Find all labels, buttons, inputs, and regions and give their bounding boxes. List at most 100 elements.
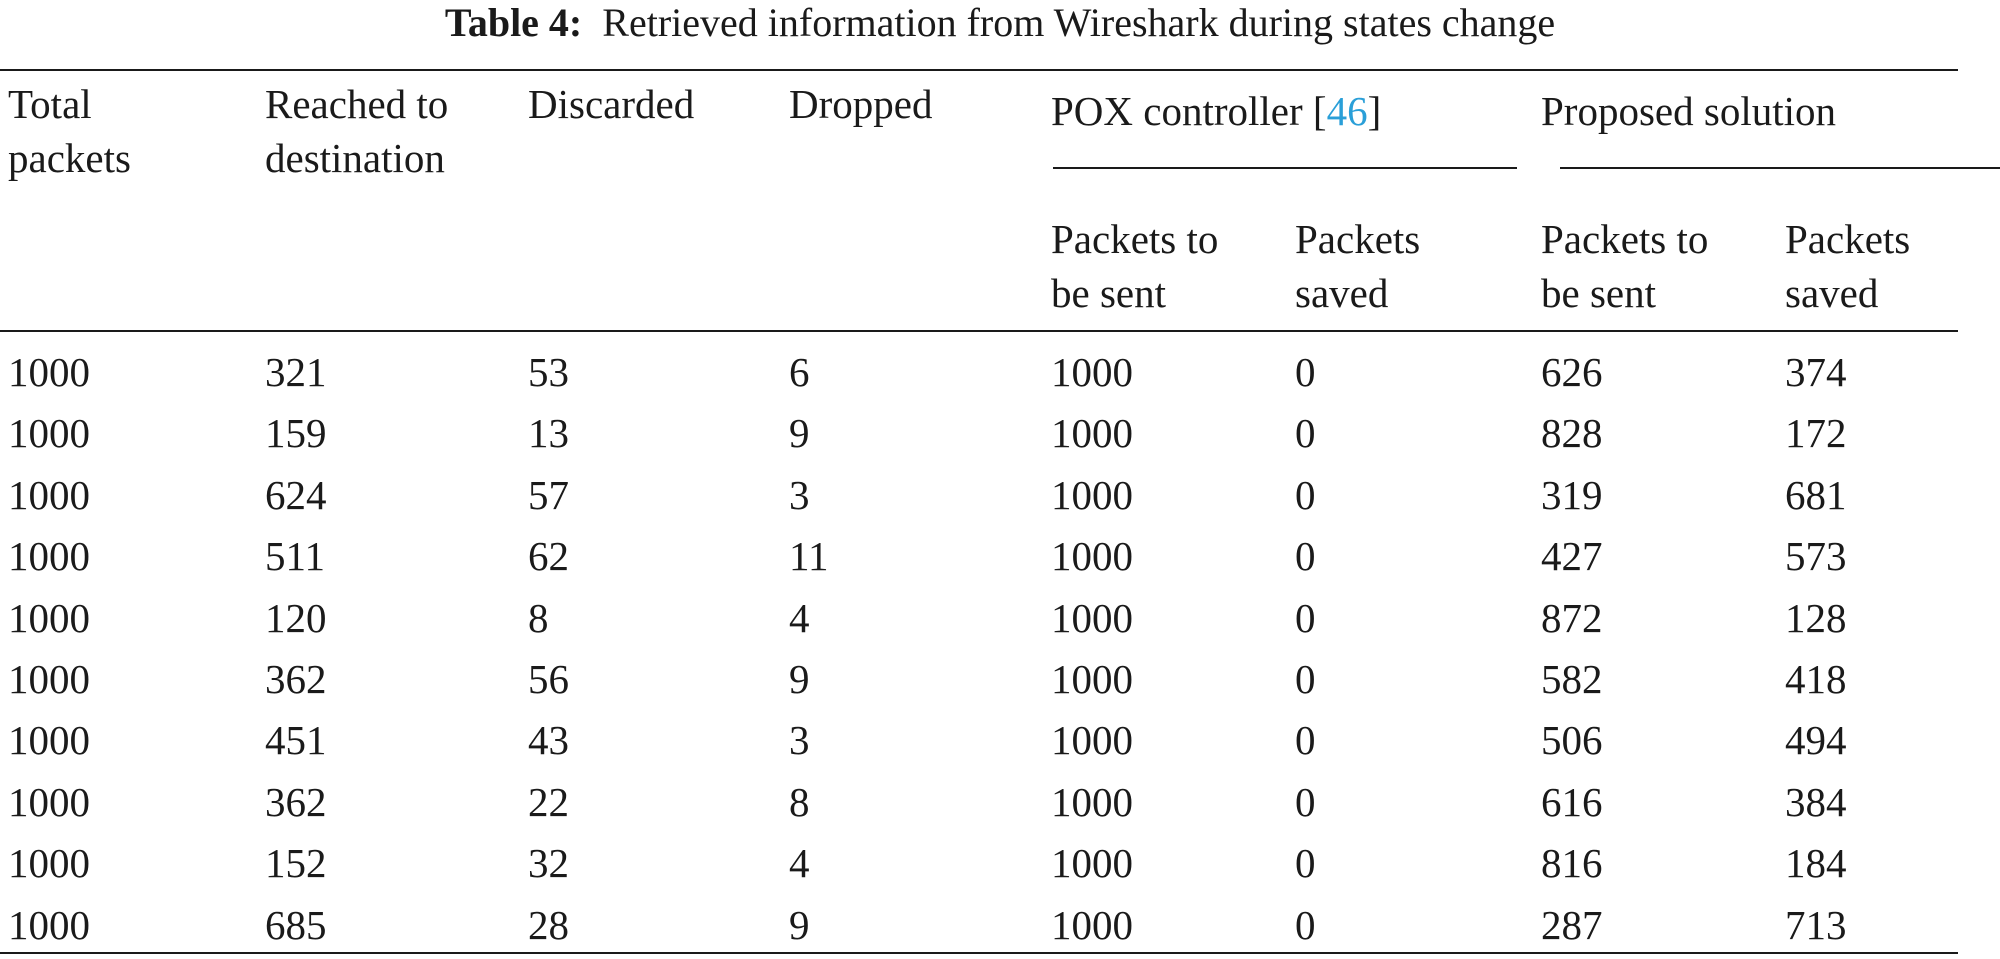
header-discarded: Discarded	[528, 81, 695, 127]
cell-pox-sent: 1000	[1051, 717, 1133, 763]
cell-pox-sent: 1000	[1051, 656, 1133, 702]
cell-discarded: 8	[528, 595, 549, 641]
cell-reached: 685	[265, 902, 327, 948]
header-prop-sent-line1: Packets to	[1541, 216, 1709, 262]
cell-pox-sent: 1000	[1051, 349, 1133, 395]
cell-prop-saved: 573	[1785, 533, 1847, 579]
cell-dropped: 4	[789, 840, 810, 886]
header-prop-saved-line1: Packets	[1785, 216, 1911, 262]
table-caption-text: Retrieved information from Wireshark dur…	[602, 0, 1556, 45]
header-pox-sent-line2: be sent	[1051, 270, 1166, 316]
cell-prop-saved: 418	[1785, 656, 1847, 702]
cell-prop-saved: 172	[1785, 410, 1847, 456]
cell-reached: 362	[265, 779, 327, 825]
cell-prop-saved: 184	[1785, 840, 1847, 886]
header-total-packets-line1: Total	[8, 81, 92, 127]
cell-discarded: 28	[528, 902, 569, 948]
cell-prop-sent: 319	[1541, 472, 1603, 518]
cell-prop-saved: 374	[1785, 349, 1847, 395]
cell-total-packets: 1000	[8, 717, 90, 763]
cell-discarded: 56	[528, 656, 569, 702]
cell-dropped: 6	[789, 349, 810, 395]
cell-total-packets: 1000	[8, 656, 90, 702]
cell-total-packets: 1000	[8, 840, 90, 886]
cell-dropped: 3	[789, 472, 810, 518]
cell-pox-saved: 0	[1295, 779, 1316, 825]
cell-discarded: 57	[528, 472, 569, 518]
cell-pox-sent: 1000	[1051, 410, 1133, 456]
header-pox-prefix: POX controller [	[1051, 88, 1327, 134]
table-caption: Table 4: Retrieved information from Wire…	[0, 0, 2000, 46]
cell-reached: 152	[265, 840, 327, 886]
cell-pox-saved: 0	[1295, 840, 1316, 886]
cell-discarded: 13	[528, 410, 569, 456]
header-pox-group: POX controller [46]	[1051, 84, 1381, 138]
header-total-packets-line2: packets	[8, 135, 131, 181]
header-pox-saved-line2: saved	[1295, 270, 1389, 316]
cell-prop-sent: 626	[1541, 349, 1603, 395]
header-prop-sent-line2: be sent	[1541, 270, 1656, 316]
header-proposed-group: Proposed solution	[1541, 88, 1836, 134]
table-caption-label: Table 4:	[444, 0, 583, 45]
cell-total-packets: 1000	[8, 349, 90, 395]
cell-reached: 624	[265, 472, 327, 518]
cell-total-packets: 1000	[8, 533, 90, 579]
cell-dropped: 4	[789, 595, 810, 641]
header-reached-line1: Reached to	[265, 81, 449, 127]
citation-link-46[interactable]: 46	[1326, 88, 1368, 134]
cell-dropped: 9	[789, 902, 810, 948]
cell-discarded: 62	[528, 533, 569, 579]
cell-pox-sent: 1000	[1051, 595, 1133, 641]
top-rule	[0, 69, 1958, 71]
cell-pox-saved: 0	[1295, 902, 1316, 948]
pox-group-rule	[1053, 167, 1517, 169]
header-pox-sent-line1: Packets to	[1051, 216, 1219, 262]
cell-dropped: 9	[789, 410, 810, 456]
cell-dropped: 9	[789, 656, 810, 702]
cell-pox-saved: 0	[1295, 472, 1316, 518]
cell-pox-saved: 0	[1295, 717, 1316, 763]
cell-pox-sent: 1000	[1051, 902, 1133, 948]
cell-total-packets: 1000	[8, 902, 90, 948]
proposed-group-rule	[1560, 167, 2000, 169]
cell-prop-sent: 427	[1541, 533, 1603, 579]
cell-prop-saved: 128	[1785, 595, 1847, 641]
cell-total-packets: 1000	[8, 779, 90, 825]
cell-prop-sent: 816	[1541, 840, 1603, 886]
cell-pox-saved: 0	[1295, 533, 1316, 579]
cell-reached: 159	[265, 410, 327, 456]
header-reached-line2: destination	[265, 135, 445, 181]
cell-pox-sent: 1000	[1051, 533, 1133, 579]
cell-reached: 362	[265, 656, 327, 702]
cell-discarded: 22	[528, 779, 569, 825]
cell-prop-sent: 506	[1541, 717, 1603, 763]
cell-pox-saved: 0	[1295, 349, 1316, 395]
header-prop-saved-line2: saved	[1785, 270, 1879, 316]
cell-prop-sent: 616	[1541, 779, 1603, 825]
cell-discarded: 32	[528, 840, 569, 886]
cell-dropped: 11	[789, 533, 829, 579]
cell-reached: 321	[265, 349, 327, 395]
cell-reached: 120	[265, 595, 327, 641]
cell-pox-saved: 0	[1295, 656, 1316, 702]
cell-prop-saved: 494	[1785, 717, 1847, 763]
cell-prop-sent: 828	[1541, 410, 1603, 456]
bottom-rule	[0, 952, 1958, 954]
cell-pox-saved: 0	[1295, 595, 1316, 641]
cell-prop-saved: 681	[1785, 472, 1847, 518]
cell-discarded: 53	[528, 349, 569, 395]
cell-prop-sent: 872	[1541, 595, 1603, 641]
header-dropped: Dropped	[789, 81, 933, 127]
cell-prop-saved: 384	[1785, 779, 1847, 825]
cell-reached: 451	[265, 717, 327, 763]
cell-total-packets: 1000	[8, 595, 90, 641]
cell-prop-sent: 582	[1541, 656, 1603, 702]
header-pox-saved-line1: Packets	[1295, 216, 1421, 262]
header-pox-suffix: ]	[1367, 88, 1382, 134]
cell-pox-sent: 1000	[1051, 840, 1133, 886]
cell-pox-sent: 1000	[1051, 472, 1133, 518]
cell-dropped: 3	[789, 717, 810, 763]
cell-dropped: 8	[789, 779, 810, 825]
header-bottom-rule	[0, 330, 1958, 332]
cell-total-packets: 1000	[8, 472, 90, 518]
